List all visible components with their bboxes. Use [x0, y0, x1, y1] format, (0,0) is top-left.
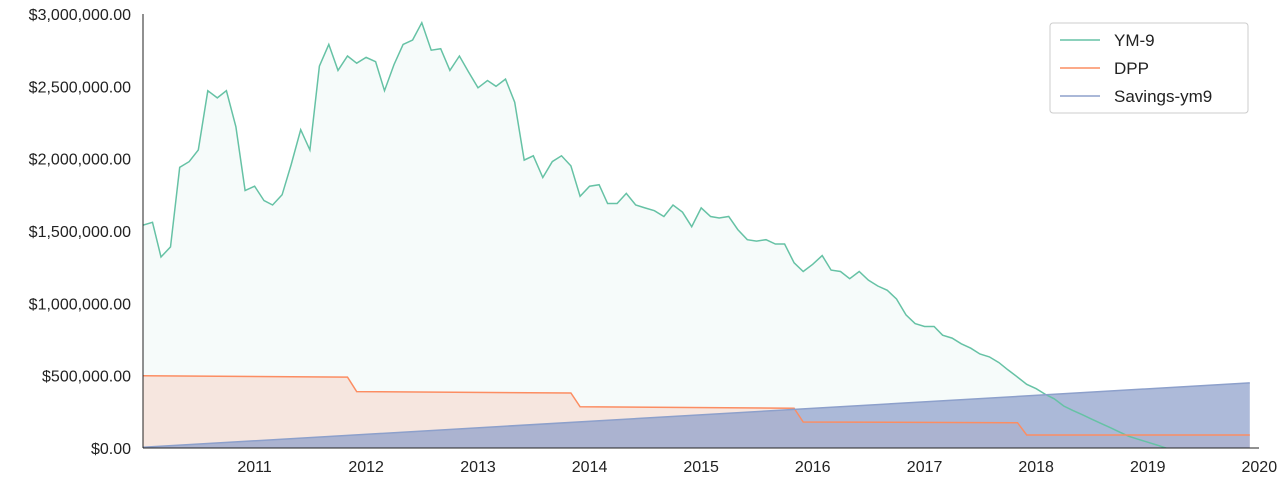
y-tick-label: $1,000,000.00 [29, 296, 131, 313]
legend-label: YM-9 [1114, 31, 1155, 50]
legend-box [1049, 22, 1249, 114]
x-tick-label: 2013 [460, 459, 496, 476]
y-tick-label: $3,000,000.00 [29, 7, 131, 24]
legend-label: DPP [1114, 59, 1149, 78]
axes: $0.00 $500,000.00 $1,000,000.00 $1,500,000.… [29, 7, 1278, 476]
legend-label: Savings-ym9 [1114, 87, 1212, 106]
series-line-1 [143, 374, 1250, 436]
y-tick-label: $500,000.00 [42, 369, 131, 386]
x-tick-label: 2015 [683, 459, 719, 476]
x-tick-label: 2012 [348, 459, 384, 476]
y-tick-label: $2,500,000.00 [29, 79, 131, 96]
y-tick-label: $0.00 [91, 441, 131, 458]
x-tick-label: 2019 [1130, 459, 1166, 476]
x-tick-label: 2016 [795, 459, 831, 476]
y-tick-label: $1,500,000.00 [29, 224, 131, 241]
x-tick-label: 2011 [237, 459, 272, 476]
x-tick-label: 2017 [907, 459, 943, 476]
series-line-0 [143, 20, 1169, 448]
x-tick-label: 2018 [1018, 459, 1054, 476]
series-lines [143, 20, 1250, 448]
series-line-2 [143, 382, 1250, 448]
legend: YM-9 DPP Savings-ym9 [1049, 22, 1249, 114]
x-tick-label: 2014 [572, 459, 608, 476]
x-tick-label: 2020 [1242, 459, 1278, 476]
series-area-0 [143, 22, 1250, 448]
y-tick-label: $2,000,000.00 [29, 152, 131, 169]
